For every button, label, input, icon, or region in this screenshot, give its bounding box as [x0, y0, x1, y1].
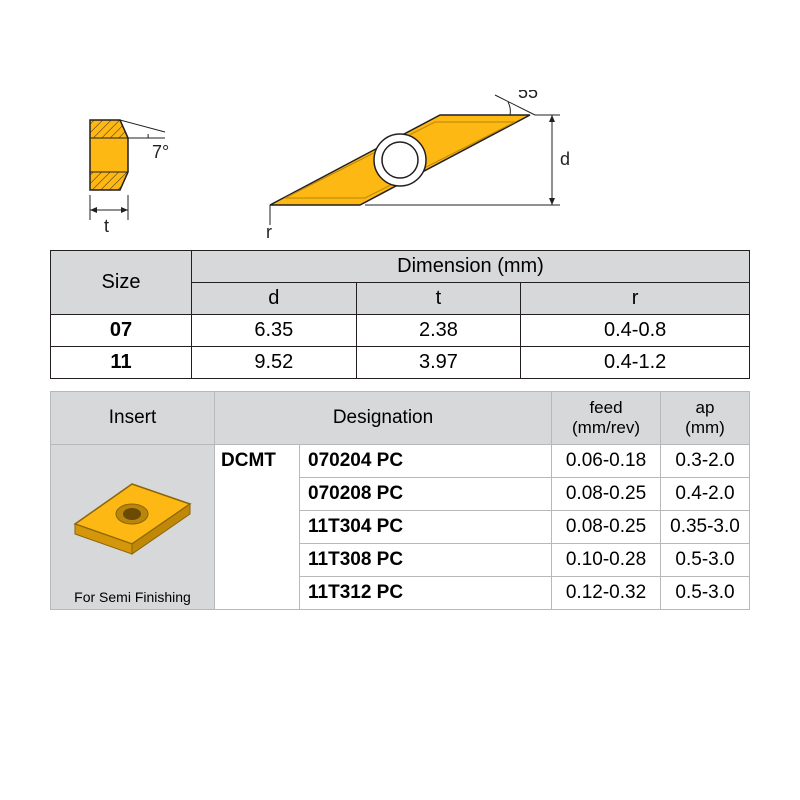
d-arrow-2 [549, 198, 555, 205]
diagram-area: 7° t 55° d [50, 80, 750, 240]
insert-image-cell: For Semi Finishing [51, 445, 215, 610]
dcmt-label: DCMT [215, 445, 300, 610]
size-header: Size [51, 251, 192, 315]
row2-feed: 0.08-0.25 [552, 511, 661, 544]
row3-feed: 0.10-0.28 [552, 544, 661, 577]
t-label: t [104, 216, 109, 236]
row2-code: 11T304 PC [300, 511, 552, 544]
col-r: r [521, 283, 750, 315]
row2-ap: 0.35-3.0 [661, 511, 750, 544]
dimension-header: Dimension (mm) [192, 251, 750, 283]
insert-row-0: For Semi Finishing DCMT 070204 PC 0.06-0… [51, 445, 750, 478]
top-view-diagram: 55° d r [240, 90, 600, 240]
t-arrow-1 [90, 207, 97, 213]
insert-caption: For Semi Finishing [51, 589, 214, 605]
angle-55-label: 55° [518, 90, 545, 102]
size-07: 07 [51, 315, 192, 347]
size-07-t: 2.38 [356, 315, 521, 347]
hatch-top [90, 120, 128, 138]
size-11: 11 [51, 347, 192, 379]
size-07-r: 0.4-0.8 [521, 315, 750, 347]
col-d: d [192, 283, 357, 315]
row0-code: 070204 PC [300, 445, 552, 478]
col-t: t [356, 283, 521, 315]
insert-icon [55, 449, 210, 579]
size-row-11: 11 9.52 3.97 0.4-1.2 [51, 347, 750, 379]
d-arrow-1 [549, 115, 555, 122]
size-11-r: 0.4-1.2 [521, 347, 750, 379]
ap-header: ap (mm) [661, 392, 750, 445]
r-label: r [266, 222, 272, 240]
size-07-d: 6.35 [192, 315, 357, 347]
insert-header: Insert [51, 392, 215, 445]
insert-header-row: Insert Designation feed (mm/rev) ap (mm) [51, 392, 750, 445]
row4-ap: 0.5-3.0 [661, 577, 750, 610]
angle55-arc [508, 102, 510, 115]
angle-7-label: 7° [152, 142, 169, 162]
row1-code: 070208 PC [300, 478, 552, 511]
size-row-07: 07 6.35 2.38 0.4-0.8 [51, 315, 750, 347]
size-11-t: 3.97 [356, 347, 521, 379]
size-header-row-1: Size Dimension (mm) [51, 251, 750, 283]
angle-line-2 [120, 120, 165, 132]
row4-feed: 0.12-0.32 [552, 577, 661, 610]
row1-ap: 0.4-2.0 [661, 478, 750, 511]
row3-code: 11T308 PC [300, 544, 552, 577]
hatch-bottom [90, 172, 128, 190]
row4-code: 11T312 PC [300, 577, 552, 610]
hole-inner [382, 142, 418, 178]
row1-feed: 0.08-0.25 [552, 478, 661, 511]
d-label: d [560, 149, 570, 169]
row0-ap: 0.3-2.0 [661, 445, 750, 478]
insert-table: Insert Designation feed (mm/rev) ap (mm)… [50, 391, 750, 610]
row3-ap: 0.5-3.0 [661, 544, 750, 577]
side-view-diagram: 7° t [70, 110, 220, 240]
designation-header: Designation [215, 392, 552, 445]
content-container: 7° t 55° d [50, 80, 750, 610]
row0-feed: 0.06-0.18 [552, 445, 661, 478]
insert-hole-inner [123, 508, 141, 520]
size-table: Size Dimension (mm) d t r 07 6.35 2.38 0… [50, 250, 750, 379]
t-arrow-2 [121, 207, 128, 213]
size-11-d: 9.52 [192, 347, 357, 379]
feed-header: feed (mm/rev) [552, 392, 661, 445]
